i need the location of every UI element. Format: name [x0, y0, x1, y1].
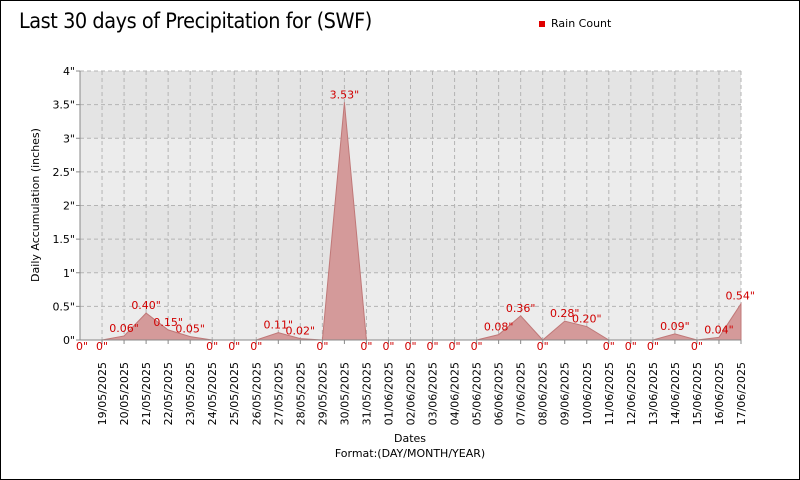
x-tick-label: 16/06/2025	[713, 362, 726, 425]
x-tick-label: 26/05/2025	[250, 362, 263, 425]
x-tick-label: 03/06/2025	[427, 362, 440, 425]
data-label: 0"	[647, 340, 659, 353]
x-tick-label: 19/05/2025	[96, 362, 109, 425]
data-label: 0"	[625, 340, 637, 353]
x-tick-label: 06/06/2025	[493, 362, 506, 425]
data-point	[740, 303, 742, 305]
data-label: 0.05"	[175, 323, 205, 336]
data-label: 0.06"	[109, 322, 139, 335]
data-label: 0"	[206, 340, 218, 353]
x-tick-label: 25/05/2025	[228, 362, 241, 425]
data-label: 0"	[691, 340, 703, 353]
x-tick-labels: 19/05/2025 20/05/2025 21/05/2025 22/05/2025…	[96, 340, 748, 425]
x-tick-label: 15/06/2025	[691, 362, 704, 425]
x-tick-label: 05/06/2025	[471, 362, 484, 425]
x-tick-label: 22/05/2025	[162, 362, 175, 425]
x-tick-label: 31/05/2025	[360, 362, 373, 425]
data-point	[718, 336, 720, 338]
data-label: 0.09"	[660, 320, 690, 333]
y-tick-label: 1"	[63, 267, 75, 280]
data-labels: 0" 0"0.06"0.40"0.15"0.05"0" 0" 0"0.11"0.02"…	[76, 89, 755, 353]
x-tick-label: 01/06/2025	[382, 362, 395, 425]
x-tick-label: 12/06/2025	[625, 362, 638, 425]
data-point	[145, 312, 147, 314]
data-point	[520, 315, 522, 317]
data-label: 0.36"	[506, 302, 536, 315]
x-tick-label: 08/06/2025	[537, 362, 550, 425]
data-point	[564, 320, 566, 322]
data-label: 0"	[471, 340, 483, 353]
x-tick-label: 09/06/2025	[559, 362, 572, 425]
data-label: 0.54"	[725, 290, 755, 303]
data-label: 0"	[426, 340, 438, 353]
y-tick-label: 0"	[63, 334, 75, 347]
x-tick-label: 27/05/2025	[272, 362, 285, 425]
data-point	[498, 334, 500, 336]
data-point	[343, 102, 345, 104]
y-tick-label: 1.5"	[52, 233, 75, 246]
x-tick-label: 30/05/2025	[338, 362, 351, 425]
data-label: 0"	[360, 340, 372, 353]
data-label: 0"	[316, 340, 328, 353]
x-tick-label: 13/06/2025	[647, 362, 660, 425]
data-label: 0"	[250, 340, 262, 353]
x-tick-label: 21/05/2025	[140, 362, 153, 425]
data-label: 0.02"	[286, 325, 316, 338]
data-label: 3.53"	[330, 89, 360, 102]
data-point	[277, 332, 279, 334]
data-point	[586, 326, 588, 328]
y-tick-label: 3.5"	[52, 99, 75, 112]
data-point	[189, 336, 191, 338]
y-tick-label: 4"	[63, 65, 75, 78]
data-label: 0.11"	[264, 319, 294, 332]
data-label: 0.15"	[153, 316, 183, 329]
legend: Rain Count	[539, 17, 611, 30]
y-tick-label: 0.5"	[52, 300, 75, 313]
x-tick-label: 11/06/2025	[603, 362, 616, 425]
legend-label: Rain Count	[551, 17, 612, 30]
data-label: 0"	[76, 340, 88, 353]
y-tick-label: 2.5"	[52, 166, 75, 179]
x-tick-label: 10/06/2025	[581, 362, 594, 425]
x-tick-label: 28/05/2025	[294, 362, 307, 425]
y-tick-label: 3"	[63, 132, 75, 145]
x-tick-label: 29/05/2025	[316, 362, 329, 425]
data-label: 0"	[537, 340, 549, 353]
x-tick-label: 24/05/2025	[206, 362, 219, 425]
y-tick-label: 2"	[63, 200, 75, 213]
data-point	[299, 338, 301, 340]
data-label: 0"	[603, 340, 615, 353]
x-tick-label: 14/06/2025	[669, 362, 682, 425]
x-axis-format-label: Format:(DAY/MONTH/YEAR)	[335, 447, 485, 460]
data-label: 0.04"	[704, 323, 734, 336]
x-tick-label: 17/06/2025	[735, 362, 748, 425]
data-label: 0.28"	[550, 307, 580, 320]
y-axis-label: Daily Accumulation (inches)	[29, 128, 42, 282]
x-tick-label: 23/05/2025	[184, 362, 197, 425]
x-axis-label: Dates	[394, 432, 426, 445]
legend-swatch	[539, 20, 545, 27]
data-label: 0"	[382, 340, 394, 353]
x-tick-label: 07/06/2025	[515, 362, 528, 425]
x-tick-label: 02/06/2025	[405, 362, 418, 425]
y-tick-labels: 0" 0.5" 1" 1.5" 2" 2.5" 3" 3.5" 4"	[52, 65, 80, 347]
data-label: 0.08"	[484, 321, 514, 334]
x-tick-label: 04/06/2025	[449, 362, 462, 425]
x-tick-label: 20/05/2025	[118, 362, 131, 425]
data-label: 0"	[228, 340, 240, 353]
chart-title: Last 30 days of Precipitation for (SWF)	[19, 9, 372, 33]
data-point	[674, 333, 676, 335]
data-label: 0"	[449, 340, 461, 353]
data-label: 0.40"	[131, 299, 161, 312]
data-label: 0"	[404, 340, 416, 353]
data-label: 0.20"	[572, 313, 602, 326]
data-point	[123, 335, 125, 337]
data-point	[167, 329, 169, 331]
data-label: 0"	[96, 340, 108, 353]
